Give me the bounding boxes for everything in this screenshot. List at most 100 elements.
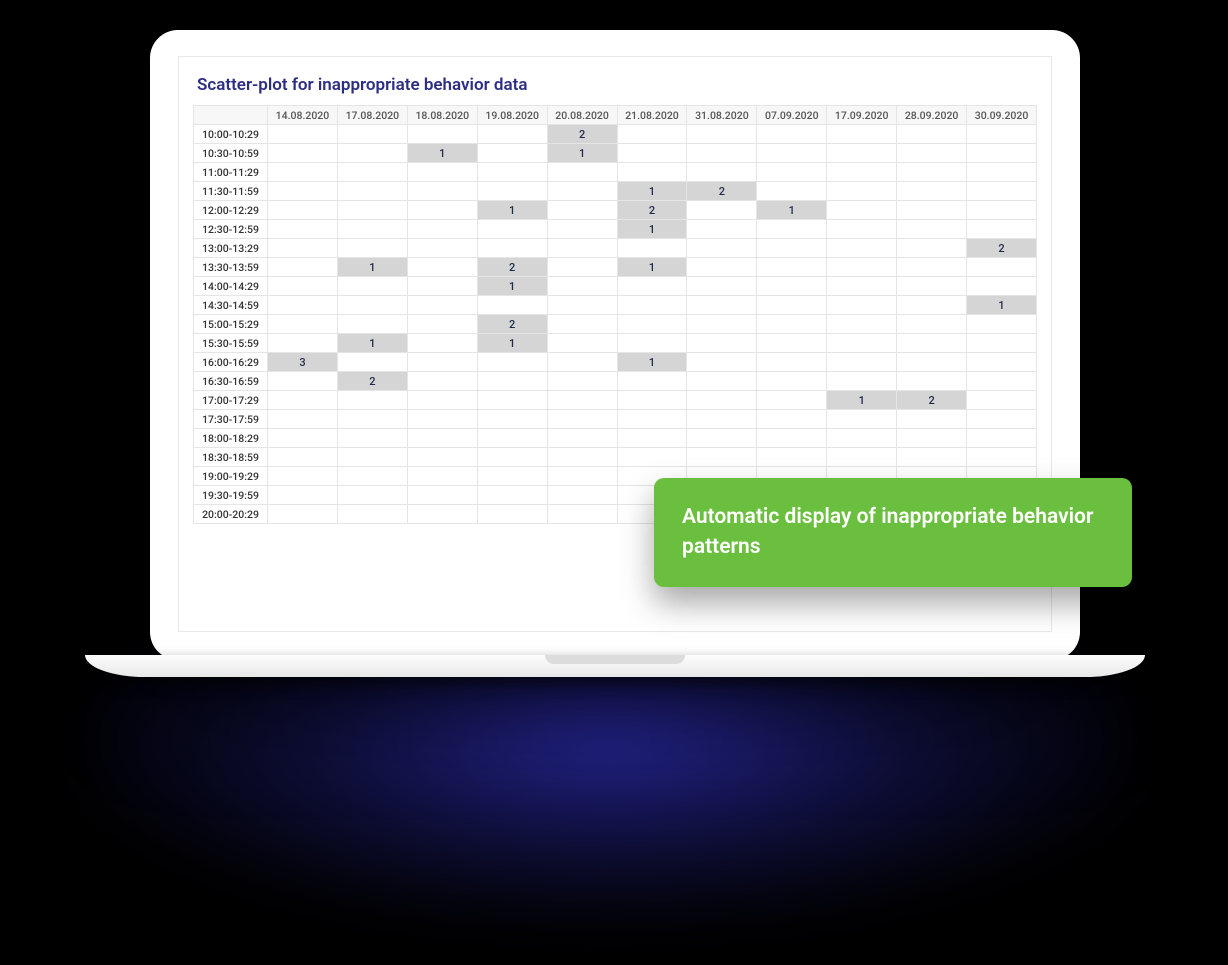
- data-cell: [268, 277, 338, 296]
- data-cell: [547, 448, 617, 467]
- data-cell: [827, 334, 897, 353]
- data-cell: [757, 410, 827, 429]
- data-cell: [547, 201, 617, 220]
- data-cell: [547, 296, 617, 315]
- row-header: 16:30-16:59: [194, 372, 268, 391]
- data-cell: [967, 315, 1037, 334]
- data-cell: 2: [477, 315, 547, 334]
- data-cell: [827, 239, 897, 258]
- data-cell: [337, 201, 407, 220]
- data-cell: [407, 201, 477, 220]
- data-cell: [967, 163, 1037, 182]
- data-cell: [967, 144, 1037, 163]
- table-row: 10:30-10:5911: [194, 144, 1037, 163]
- table-corner: [194, 106, 268, 125]
- data-cell: [967, 429, 1037, 448]
- data-cell: [687, 372, 757, 391]
- table-row: 14:30-14:591: [194, 296, 1037, 315]
- row-header: 17:30-17:59: [194, 410, 268, 429]
- data-cell: [967, 201, 1037, 220]
- data-cell: [827, 182, 897, 201]
- data-cell: [687, 315, 757, 334]
- data-cell: 2: [337, 372, 407, 391]
- data-cell: [897, 258, 967, 277]
- data-cell: [268, 220, 338, 239]
- data-cell: [547, 467, 617, 486]
- data-cell: 2: [687, 182, 757, 201]
- data-cell: [757, 258, 827, 277]
- col-header: 31.08.2020: [687, 106, 757, 125]
- data-cell: [268, 182, 338, 201]
- data-cell: [268, 125, 338, 144]
- table-row: 15:30-15:5911: [194, 334, 1037, 353]
- data-cell: [477, 239, 547, 258]
- table-row: 12:00-12:29121: [194, 201, 1037, 220]
- data-cell: [268, 201, 338, 220]
- data-cell: [547, 182, 617, 201]
- data-cell: [268, 239, 338, 258]
- data-cell: 1: [337, 258, 407, 277]
- row-header: 13:30-13:59: [194, 258, 268, 277]
- data-cell: [967, 448, 1037, 467]
- data-cell: [687, 391, 757, 410]
- data-cell: 2: [967, 239, 1037, 258]
- data-cell: [547, 277, 617, 296]
- row-header: 12:00-12:29: [194, 201, 268, 220]
- data-cell: [617, 296, 687, 315]
- data-cell: [268, 391, 338, 410]
- data-cell: [897, 220, 967, 239]
- data-cell: [897, 353, 967, 372]
- data-cell: [617, 372, 687, 391]
- data-cell: [547, 505, 617, 524]
- data-cell: [967, 353, 1037, 372]
- data-cell: [827, 201, 897, 220]
- data-cell: [897, 429, 967, 448]
- data-cell: [757, 277, 827, 296]
- table-header: 14.08.202017.08.202018.08.202019.08.2020…: [194, 106, 1037, 125]
- data-cell: [268, 296, 338, 315]
- data-cell: [547, 486, 617, 505]
- data-cell: [967, 277, 1037, 296]
- data-cell: [268, 429, 338, 448]
- data-cell: [407, 391, 477, 410]
- data-cell: [477, 467, 547, 486]
- data-cell: [687, 448, 757, 467]
- row-header: 14:00-14:29: [194, 277, 268, 296]
- data-cell: [897, 277, 967, 296]
- table-row: 16:00-16:2931: [194, 353, 1037, 372]
- data-cell: [477, 353, 547, 372]
- data-cell: [757, 182, 827, 201]
- data-cell: [337, 239, 407, 258]
- data-cell: [407, 467, 477, 486]
- data-cell: [967, 372, 1037, 391]
- data-cell: [477, 505, 547, 524]
- data-cell: [967, 182, 1037, 201]
- data-cell: [757, 315, 827, 334]
- row-header: 11:00-11:29: [194, 163, 268, 182]
- data-cell: [547, 258, 617, 277]
- row-header: 11:30-11:59: [194, 182, 268, 201]
- table-row: 18:00-18:29: [194, 429, 1037, 448]
- data-cell: [547, 353, 617, 372]
- data-cell: [757, 239, 827, 258]
- data-cell: [897, 125, 967, 144]
- data-cell: [617, 334, 687, 353]
- table-row: 16:30-16:59 2: [194, 372, 1037, 391]
- data-cell: [757, 429, 827, 448]
- data-cell: 1: [967, 296, 1037, 315]
- data-cell: [617, 125, 687, 144]
- data-cell: [897, 372, 967, 391]
- table-row: 12:30-12:591: [194, 220, 1037, 239]
- data-cell: [757, 125, 827, 144]
- data-cell: 2: [617, 201, 687, 220]
- row-header: 16:00-16:29: [194, 353, 268, 372]
- data-cell: [407, 220, 477, 239]
- data-cell: [477, 486, 547, 505]
- data-cell: [967, 334, 1037, 353]
- data-cell: [547, 334, 617, 353]
- row-header: 18:30-18:59: [194, 448, 268, 467]
- data-cell: [687, 334, 757, 353]
- row-header: 15:30-15:59: [194, 334, 268, 353]
- data-cell: [757, 220, 827, 239]
- table-row: 11:30-11:5912: [194, 182, 1037, 201]
